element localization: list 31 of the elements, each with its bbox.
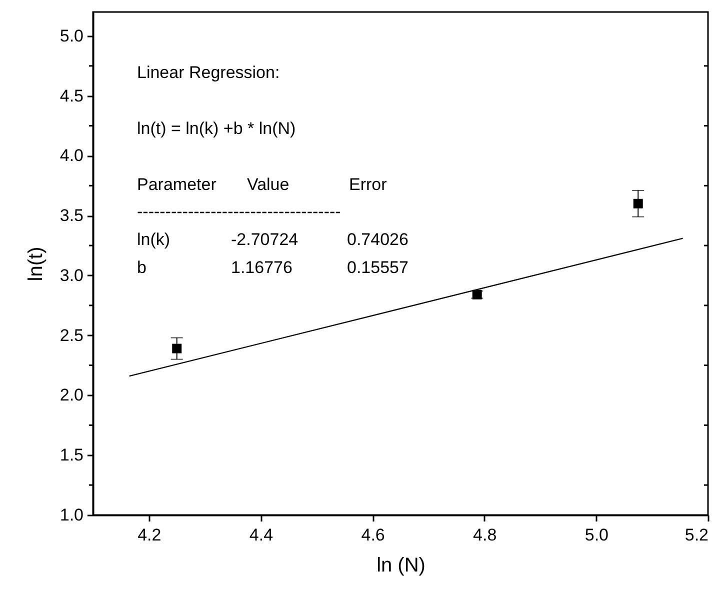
x-tick-label: 5.2 (684, 526, 708, 544)
y-tick-label: 1.5 (60, 446, 84, 465)
annotation: 1.16776 (231, 258, 292, 277)
annotation: Error (349, 175, 388, 194)
annotation: ln(k) (137, 230, 170, 249)
x-tick-label: 4.8 (473, 526, 497, 544)
y-tick-label: 5.0 (60, 26, 84, 46)
y-tick-label: 1.0 (60, 506, 84, 524)
annotation: b (137, 258, 146, 277)
y-tick-label: 4.5 (60, 86, 84, 106)
y-tick-label: 2.0 (60, 386, 84, 405)
x-tick-label: 5.0 (584, 526, 608, 544)
x-tick-label: 4.6 (361, 526, 385, 544)
annotation: ln(t) = ln(k) +b * ln(N) (137, 119, 296, 138)
y-tick-label: 2.5 (60, 326, 84, 345)
point (633, 198, 643, 208)
annotation: 0.74026 (347, 230, 408, 249)
x-tick-label: 4.4 (249, 526, 274, 544)
annotation: ------------------------------------ (137, 202, 341, 221)
y-tick-label: 3.0 (60, 266, 84, 285)
annotation: Parameter (137, 175, 217, 194)
annotation: -2.70724 (231, 230, 298, 249)
point (172, 344, 182, 354)
x-tick-label: 4.2 (138, 526, 162, 544)
annotation: 0.15557 (347, 258, 408, 277)
annotation: Linear Regression: (137, 63, 280, 82)
x-axis-title: ln (N) (376, 554, 426, 576)
y-tick-label: 4.0 (60, 146, 84, 166)
y-axis-title: ln(t) (24, 246, 47, 282)
annotation: Value (247, 175, 290, 194)
y-tick-label: 3.5 (60, 206, 84, 226)
